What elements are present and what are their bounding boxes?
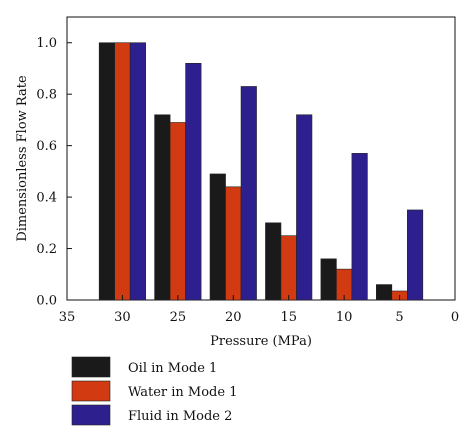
legend-label: Water in Mode 1 <box>128 385 237 400</box>
legend-swatch-fluid-in-mode-2 <box>71 404 111 426</box>
bar-fluid-in-mode-2-5 <box>407 209 424 301</box>
x-axis-title: Pressure (MPa) <box>210 334 312 349</box>
bar-fluid-in-mode-2-15 <box>296 114 313 301</box>
x-tick-label: 30 <box>114 310 131 325</box>
x-tick-label: 20 <box>225 310 242 325</box>
bar-fluid-in-mode-2-25 <box>185 63 202 301</box>
legend-label: Fluid in Mode 2 <box>128 409 232 424</box>
x-tick-label: 5 <box>395 310 403 325</box>
y-axis-title: Dimensionless Flow Rate <box>15 75 30 242</box>
x-tick-label: 25 <box>170 310 187 325</box>
x-tick-label: 0 <box>451 310 459 325</box>
plot-frame <box>66 16 456 301</box>
y-tick-label: 0.4 <box>36 191 57 206</box>
y-tick-label: 0.0 <box>36 294 57 309</box>
bar-oil-in-mode-1-5 <box>376 284 393 301</box>
bar-water-in-mode-1-30 <box>114 42 131 301</box>
legend-label: Oil in Mode 1 <box>128 361 217 376</box>
bar-water-in-mode-1-25 <box>169 122 186 301</box>
bar-fluid-in-mode-2-20 <box>240 86 257 301</box>
bar-water-in-mode-1-15 <box>280 235 297 301</box>
y-tick-label: 0.6 <box>36 139 57 154</box>
axes: 35 30 25 20 15 10 5 0 0.0 0.2 0.4 0.6 0.8 1.0 <box>36 36 459 325</box>
legend-swatch-oil-in-mode-1 <box>71 356 111 378</box>
bars <box>98 42 424 301</box>
y-tick-label: 0.2 <box>36 242 57 257</box>
y-tick-label: 1.0 <box>36 36 57 51</box>
x-tick-label: 35 <box>59 310 76 325</box>
bar-fluid-in-mode-2-10 <box>351 153 368 301</box>
bar-oil-in-mode-1-10 <box>320 258 337 301</box>
legend: Oil in Mode 1 Water in Mode 1 Fluid in Mod… <box>71 356 237 426</box>
bar-water-in-mode-1-20 <box>225 186 242 301</box>
y-tick-label: 0.8 <box>36 88 57 103</box>
legend-swatch-water-in-mode-1 <box>71 380 111 402</box>
bar-oil-in-mode-1-15 <box>265 222 282 301</box>
x-tick-label: 10 <box>336 310 353 325</box>
x-tick-label: 15 <box>280 310 297 325</box>
bar-oil-in-mode-1-25 <box>154 114 171 301</box>
bar-oil-in-mode-1-30 <box>98 42 115 301</box>
bar-fluid-in-mode-2-30 <box>129 42 146 301</box>
bar-oil-in-mode-1-20 <box>209 173 226 301</box>
